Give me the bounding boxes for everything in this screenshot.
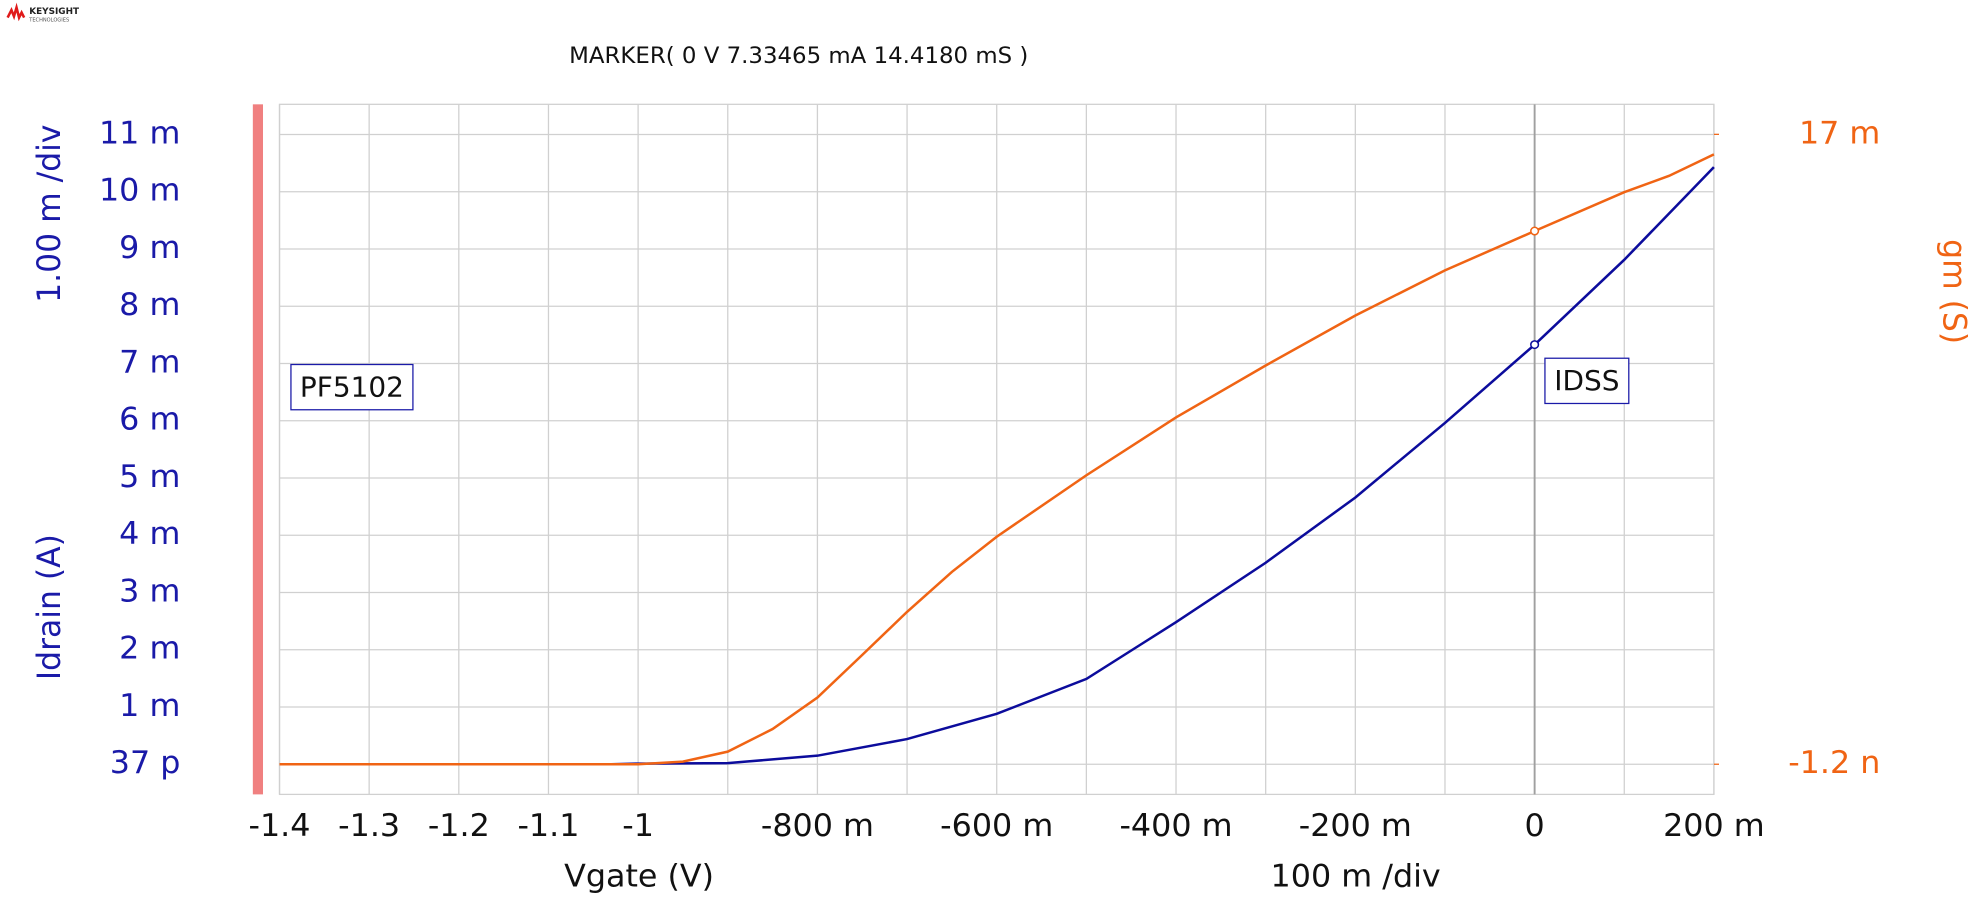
annotation-box xyxy=(290,363,414,411)
x-tick-label: 200 m xyxy=(1663,808,1765,844)
x-tick-label: -800 m xyxy=(761,808,874,844)
y-tick-label: 7 m xyxy=(119,345,180,381)
x-tick-label: -1 xyxy=(622,808,654,844)
annotation-box xyxy=(1544,357,1630,405)
y-tick-label: 4 m xyxy=(119,516,180,552)
y-tick-label: 10 m xyxy=(99,173,180,209)
y-tick-label: 37 p xyxy=(110,745,181,781)
y-scale-label: 1.00 m /div xyxy=(32,125,68,303)
active-bar xyxy=(252,104,263,795)
marker-dot xyxy=(1530,226,1540,236)
x-tick-label: 0 xyxy=(1525,808,1545,844)
logo-sub: TECHNOLOGIES xyxy=(28,18,69,24)
y2-tick-label: -1.2 n xyxy=(1788,745,1880,781)
y-tick-label: 9 m xyxy=(119,230,180,266)
y-tick-label: 11 m xyxy=(99,116,180,152)
series-line xyxy=(611,166,1715,766)
y-tick-label: 2 m xyxy=(119,631,180,667)
x-tick-label: -1.3 xyxy=(338,808,400,844)
y-tick-label: 1 m xyxy=(119,688,180,724)
x-axis-label: Vgate (V) xyxy=(564,858,714,894)
x-tick-label: -400 m xyxy=(1119,808,1232,844)
marker-dot xyxy=(1530,340,1540,350)
y2-axis-label: gm (S) xyxy=(1936,239,1972,344)
logo-icon xyxy=(6,2,26,22)
x-scale-label: 100 m /div xyxy=(1271,858,1441,894)
marker-readout: MARKER( 0 V 7.33465 mA 14.4180 mS ) xyxy=(569,43,1028,69)
y-tick-label: 5 m xyxy=(119,459,180,495)
logo-brand: KEYSIGHT xyxy=(29,7,79,17)
y-tick-label: 8 m xyxy=(119,287,180,323)
y-axis-label: Idrain (A) xyxy=(32,534,68,680)
y2-tick-label: 17 m xyxy=(1799,115,1880,151)
x-tick-label: -1.4 xyxy=(249,808,311,844)
x-tick-label: -600 m xyxy=(940,808,1053,844)
annotation: IDSS xyxy=(1554,364,1619,397)
series-line xyxy=(279,153,1715,766)
y-tick-label: 3 m xyxy=(119,574,180,610)
annotation: PF5102 xyxy=(300,370,404,403)
x-tick-label: -200 m xyxy=(1299,808,1412,844)
x-tick-label: -1.1 xyxy=(517,808,579,844)
x-tick-label: -1.2 xyxy=(428,808,490,844)
y-tick-label: 6 m xyxy=(119,402,180,438)
